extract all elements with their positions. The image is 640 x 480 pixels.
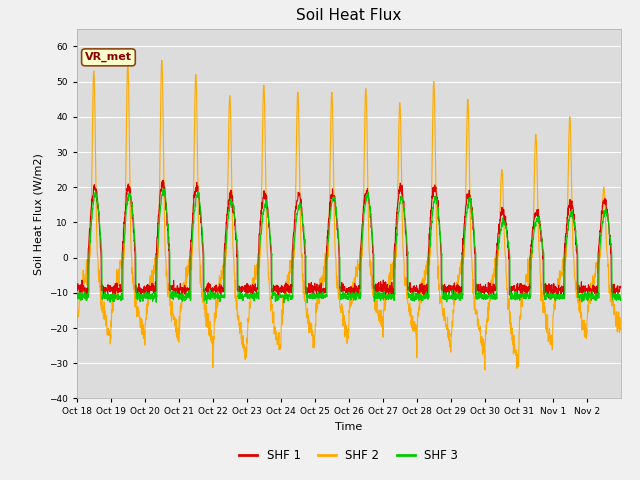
SHF 1 xyxy=(513,282,520,288)
SHF 3 xyxy=(609,293,617,299)
SHF 3 xyxy=(160,186,168,192)
Line: SHF 3: SHF 3 xyxy=(77,189,621,303)
SHF 3 xyxy=(382,292,390,298)
SHF 3 xyxy=(543,292,551,298)
SHF 2 xyxy=(609,300,617,306)
SHF 1 xyxy=(451,297,459,303)
SHF 3 xyxy=(245,295,253,300)
SHF 2 xyxy=(381,306,389,312)
Text: VR_met: VR_met xyxy=(85,52,132,62)
SHF 1 xyxy=(245,284,253,289)
SHF 3 xyxy=(513,293,520,299)
SHF 1 xyxy=(159,177,167,183)
SHF 2 xyxy=(543,312,551,318)
Line: SHF 2: SHF 2 xyxy=(77,60,621,370)
SHF 1 xyxy=(73,287,81,293)
Title: Soil Heat Flux: Soil Heat Flux xyxy=(296,9,401,24)
X-axis label: Time: Time xyxy=(335,422,362,432)
SHF 2 xyxy=(513,359,520,364)
SHF 2 xyxy=(158,58,166,63)
SHF 1 xyxy=(609,288,617,293)
SHF 2 xyxy=(617,327,625,333)
SHF 3 xyxy=(203,300,211,306)
Line: SHF 1: SHF 1 xyxy=(77,180,621,300)
SHF 1 xyxy=(617,284,625,290)
SHF 2 xyxy=(481,367,489,373)
SHF 1 xyxy=(543,285,551,290)
SHF 1 xyxy=(127,198,135,204)
Legend: SHF 1, SHF 2, SHF 3: SHF 1, SHF 2, SHF 3 xyxy=(235,444,463,467)
SHF 1 xyxy=(381,291,389,297)
Y-axis label: Soil Heat Flux (W/m2): Soil Heat Flux (W/m2) xyxy=(33,153,44,275)
SHF 2 xyxy=(127,246,135,252)
SHF 2 xyxy=(245,317,253,323)
SHF 2 xyxy=(73,338,81,344)
SHF 3 xyxy=(617,295,625,300)
SHF 3 xyxy=(73,294,81,300)
SHF 3 xyxy=(127,197,135,203)
